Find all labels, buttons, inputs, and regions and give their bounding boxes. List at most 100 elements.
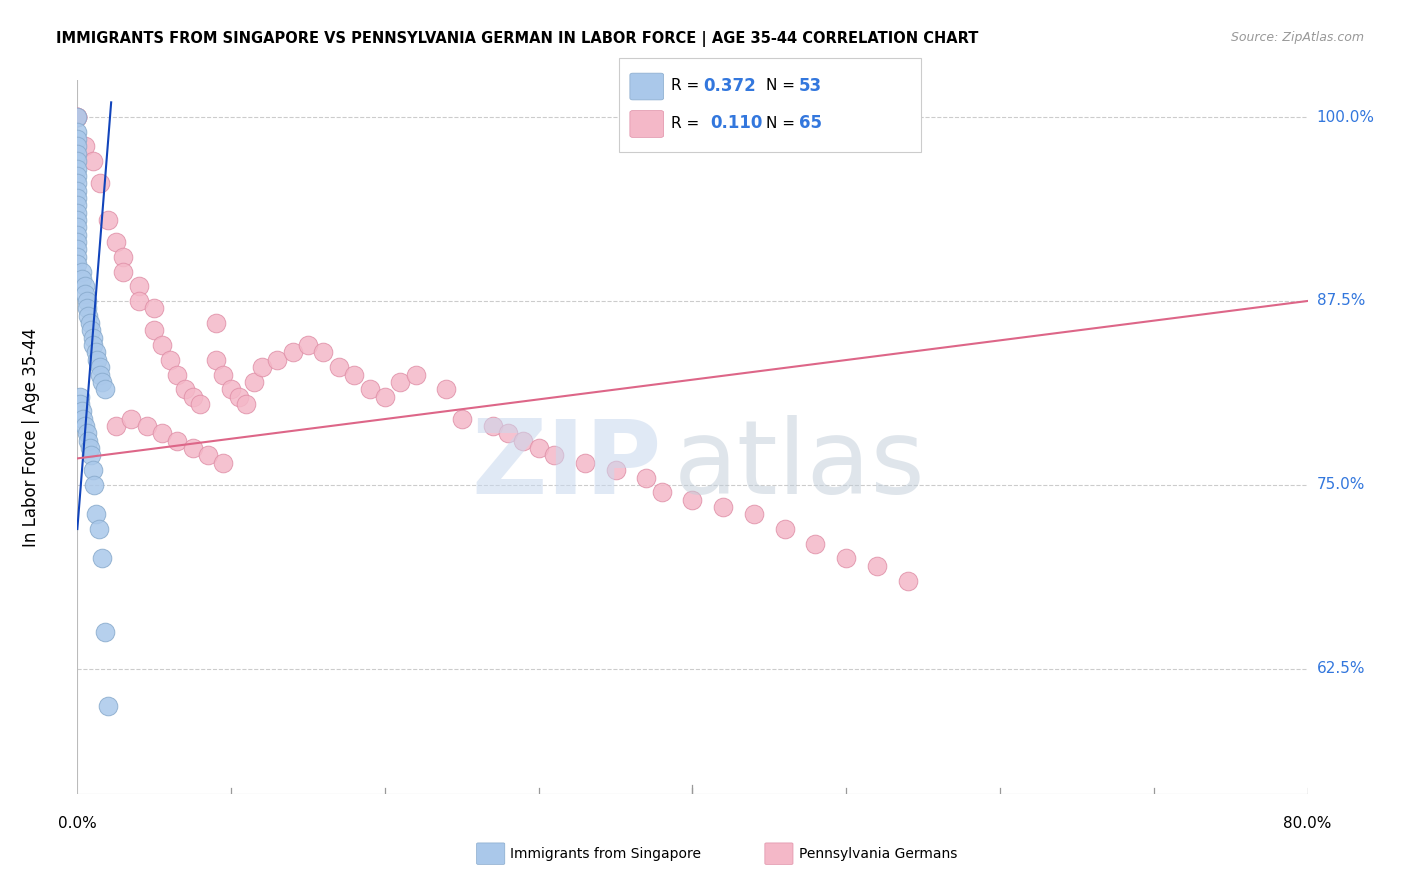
Point — [651, 485, 673, 500]
Point — [636, 470, 658, 484]
Point — [82, 154, 104, 169]
Point — [682, 492, 704, 507]
Text: IMMIGRANTS FROM SINGAPORE VS PENNSYLVANIA GERMAN IN LABOR FORCE | AGE 35-44 CORR: IMMIGRANTS FROM SINGAPORE VS PENNSYLVANI… — [56, 31, 979, 47]
Point — [104, 235, 127, 249]
Point — [374, 390, 396, 404]
Text: Source: ZipAtlas.com: Source: ZipAtlas.com — [1230, 31, 1364, 45]
Point — [212, 456, 235, 470]
Point — [312, 345, 335, 359]
Text: 53: 53 — [799, 77, 821, 95]
Text: 80.0%: 80.0% — [1284, 816, 1331, 831]
Point — [512, 434, 534, 448]
Point — [450, 411, 472, 425]
Point — [343, 368, 366, 382]
Point — [80, 449, 103, 463]
Point — [866, 558, 889, 573]
Point — [89, 176, 111, 190]
Point — [84, 345, 107, 359]
Text: atlas: atlas — [673, 415, 925, 516]
Point — [82, 463, 104, 477]
Point — [69, 390, 91, 404]
Point — [73, 286, 96, 301]
Point — [150, 426, 173, 441]
Point — [79, 441, 101, 455]
Point — [128, 279, 150, 293]
Text: 0.372: 0.372 — [703, 77, 756, 95]
Point — [66, 220, 89, 235]
Point — [73, 279, 96, 293]
Point — [773, 522, 796, 536]
Point — [66, 125, 89, 139]
Point — [66, 198, 89, 212]
Point — [66, 161, 89, 176]
Point — [87, 522, 110, 536]
Point — [143, 301, 166, 316]
Point — [481, 419, 503, 434]
Text: 87.5%: 87.5% — [1317, 293, 1365, 309]
Point — [66, 213, 89, 227]
Point — [66, 110, 89, 124]
Text: Immigrants from Singapore: Immigrants from Singapore — [510, 847, 702, 861]
Point — [328, 360, 350, 375]
Point — [212, 368, 235, 382]
Point — [66, 257, 89, 271]
Point — [94, 382, 117, 396]
Point — [605, 463, 627, 477]
Point — [86, 352, 108, 367]
Point — [742, 508, 765, 522]
Point — [70, 264, 93, 278]
Point — [66, 154, 89, 169]
Text: N =: N = — [766, 116, 800, 130]
Point — [77, 434, 100, 448]
Point — [181, 441, 204, 455]
Point — [112, 264, 135, 278]
Point — [97, 213, 120, 227]
Point — [243, 375, 266, 389]
Point — [181, 390, 204, 404]
Point — [574, 456, 596, 470]
Point — [83, 478, 105, 492]
Point — [72, 411, 94, 425]
Text: 65: 65 — [799, 114, 821, 132]
Point — [389, 375, 412, 389]
Point — [77, 309, 100, 323]
Point — [436, 382, 458, 396]
Point — [76, 293, 98, 308]
Point — [120, 411, 142, 425]
Point — [66, 227, 89, 242]
Point — [219, 382, 242, 396]
Point — [66, 132, 89, 146]
Text: 0.0%: 0.0% — [58, 816, 97, 831]
Point — [66, 184, 89, 198]
Point — [281, 345, 304, 359]
Point — [897, 574, 920, 588]
Point — [228, 390, 250, 404]
Point — [76, 426, 98, 441]
Point — [112, 250, 135, 264]
Point — [66, 146, 89, 161]
Point — [804, 537, 827, 551]
Point — [204, 352, 226, 367]
Text: R =: R = — [671, 78, 704, 93]
Text: 62.5%: 62.5% — [1317, 661, 1365, 676]
Point — [359, 382, 381, 396]
Point — [73, 419, 96, 434]
Text: In Labor Force | Age 35-44: In Labor Force | Age 35-44 — [21, 327, 39, 547]
Point — [266, 352, 288, 367]
Point — [79, 316, 101, 330]
Point — [197, 449, 219, 463]
Point — [66, 176, 89, 190]
Point — [543, 449, 565, 463]
Point — [235, 397, 257, 411]
Point — [104, 419, 127, 434]
Text: 100.0%: 100.0% — [1317, 110, 1375, 125]
Text: ZIP: ZIP — [471, 415, 662, 516]
Point — [150, 338, 173, 352]
Text: 0.110: 0.110 — [710, 114, 762, 132]
Point — [97, 698, 120, 713]
Point — [159, 352, 181, 367]
Point — [188, 397, 212, 411]
Point — [711, 500, 734, 514]
Point — [90, 551, 114, 566]
Point — [135, 419, 157, 434]
